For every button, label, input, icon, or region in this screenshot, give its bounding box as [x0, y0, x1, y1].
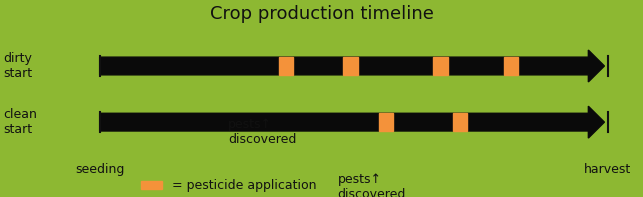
Bar [504, 57, 518, 75]
Text: = pesticide application: = pesticide application [172, 178, 316, 191]
Bar [453, 113, 467, 131]
Text: seeding: seeding [75, 163, 124, 176]
Text: Crop production timeline: Crop production timeline [210, 5, 433, 23]
FancyArrow shape [100, 106, 604, 138]
Bar [141, 181, 162, 189]
Text: pests↑
discovered: pests↑ discovered [338, 173, 406, 197]
Text: pests↑
discovered: pests↑ discovered [228, 118, 296, 146]
Bar [343, 57, 358, 75]
FancyArrow shape [100, 50, 604, 82]
Bar [433, 57, 448, 75]
Bar [379, 113, 393, 131]
Bar [279, 57, 293, 75]
Text: clean
start: clean start [3, 108, 37, 136]
Text: harvest: harvest [584, 163, 631, 176]
Text: dirty
start: dirty start [3, 52, 32, 80]
